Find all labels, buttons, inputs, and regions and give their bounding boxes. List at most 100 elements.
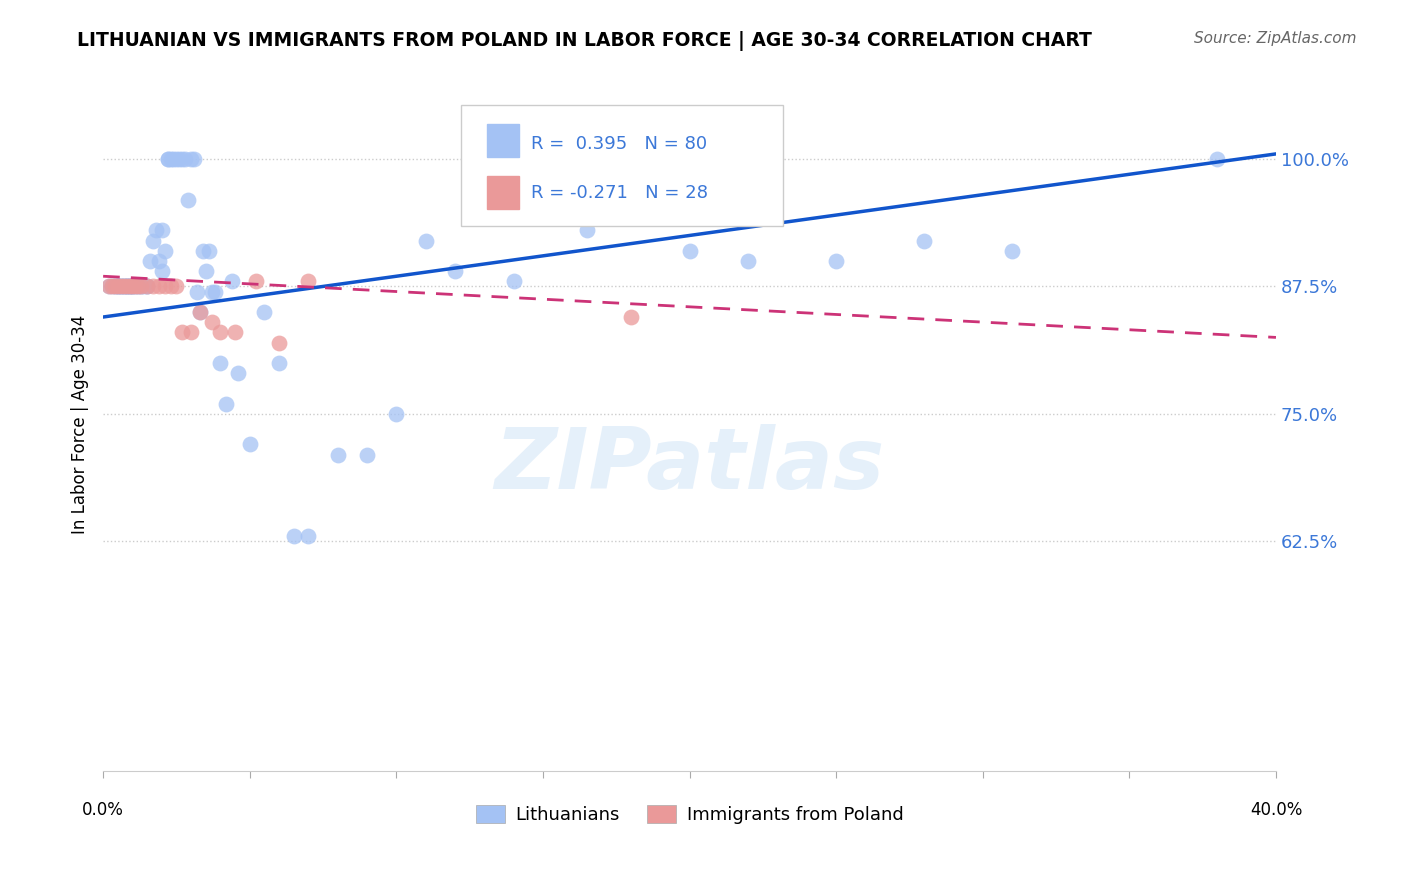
Text: R = -0.271   N = 28: R = -0.271 N = 28: [531, 184, 709, 202]
Point: [118, 279, 141, 293]
Point: [145, 223, 167, 237]
Point: [118, 279, 141, 293]
Point: [385, 407, 408, 421]
Point: [180, 152, 202, 166]
Point: [110, 279, 132, 293]
Point: [121, 279, 143, 293]
Point: [101, 279, 124, 293]
Point: [118, 279, 141, 293]
Point: [415, 234, 437, 248]
Text: LITHUANIAN VS IMMIGRANTS FROM POLAND IN LABOR FORCE | AGE 30-34 CORRELATION CHAR: LITHUANIAN VS IMMIGRANTS FROM POLAND IN …: [77, 31, 1092, 51]
Point: [267, 335, 290, 350]
Point: [136, 279, 159, 293]
FancyBboxPatch shape: [461, 105, 783, 227]
Point: [129, 279, 152, 293]
Point: [104, 279, 127, 293]
Point: [110, 279, 132, 293]
Point: [121, 279, 143, 293]
Point: [186, 285, 208, 299]
Point: [575, 223, 598, 237]
Point: [174, 152, 197, 166]
Point: [129, 279, 152, 293]
Point: [124, 279, 146, 293]
Point: [115, 279, 138, 293]
Point: [297, 274, 319, 288]
Point: [165, 279, 187, 293]
Point: [194, 264, 217, 278]
Point: [239, 437, 262, 451]
Point: [204, 285, 226, 299]
Point: [215, 397, 238, 411]
Point: [121, 279, 143, 293]
Point: [191, 244, 214, 258]
Point: [356, 448, 378, 462]
Point: [124, 279, 146, 293]
Point: [201, 285, 224, 299]
Point: [1206, 152, 1229, 166]
Point: [825, 254, 848, 268]
Point: [620, 310, 643, 324]
Point: [169, 152, 191, 166]
Point: [127, 279, 149, 293]
Point: [107, 279, 129, 293]
Point: [121, 279, 143, 293]
Point: [326, 448, 349, 462]
Point: [153, 279, 176, 293]
Point: [159, 279, 181, 293]
Point: [283, 529, 305, 543]
Point: [180, 326, 202, 340]
Text: 40.0%: 40.0%: [1250, 801, 1302, 819]
Point: [150, 223, 173, 237]
Point: [253, 305, 276, 319]
Point: [224, 326, 246, 340]
Point: [107, 279, 129, 293]
Point: [118, 279, 141, 293]
Point: [201, 315, 224, 329]
Point: [107, 279, 129, 293]
Point: [134, 279, 156, 293]
Point: [136, 279, 159, 293]
Point: [209, 326, 232, 340]
Point: [110, 279, 132, 293]
Point: [502, 274, 524, 288]
Point: [245, 274, 267, 288]
Point: [112, 279, 135, 293]
Point: [110, 279, 132, 293]
Point: [112, 279, 135, 293]
Point: [150, 264, 173, 278]
Text: R =  0.395   N = 80: R = 0.395 N = 80: [531, 136, 707, 153]
Point: [112, 279, 135, 293]
Text: Source: ZipAtlas.com: Source: ZipAtlas.com: [1194, 31, 1357, 46]
Point: [737, 254, 759, 268]
Point: [115, 279, 138, 293]
Point: [177, 193, 200, 207]
Point: [115, 279, 138, 293]
Point: [297, 529, 319, 543]
Text: 0.0%: 0.0%: [82, 801, 124, 819]
Point: [183, 152, 205, 166]
Point: [172, 326, 194, 340]
Point: [136, 279, 159, 293]
Point: [678, 244, 700, 258]
Point: [142, 234, 165, 248]
Point: [127, 279, 149, 293]
FancyBboxPatch shape: [486, 176, 519, 209]
Point: [142, 279, 165, 293]
Point: [104, 279, 127, 293]
Point: [172, 152, 194, 166]
Point: [101, 279, 124, 293]
Point: [153, 244, 176, 258]
Point: [112, 279, 135, 293]
Point: [148, 254, 170, 268]
Point: [221, 274, 243, 288]
Point: [444, 264, 467, 278]
Point: [197, 244, 219, 258]
Y-axis label: In Labor Force | Age 30-34: In Labor Force | Age 30-34: [72, 315, 89, 533]
Point: [547, 152, 569, 166]
Point: [115, 279, 138, 293]
Point: [107, 279, 129, 293]
Point: [188, 305, 211, 319]
Legend: Lithuanians, Immigrants from Poland: Lithuanians, Immigrants from Poland: [475, 805, 904, 824]
Text: ZIPatlas: ZIPatlas: [495, 425, 884, 508]
Point: [209, 356, 232, 370]
